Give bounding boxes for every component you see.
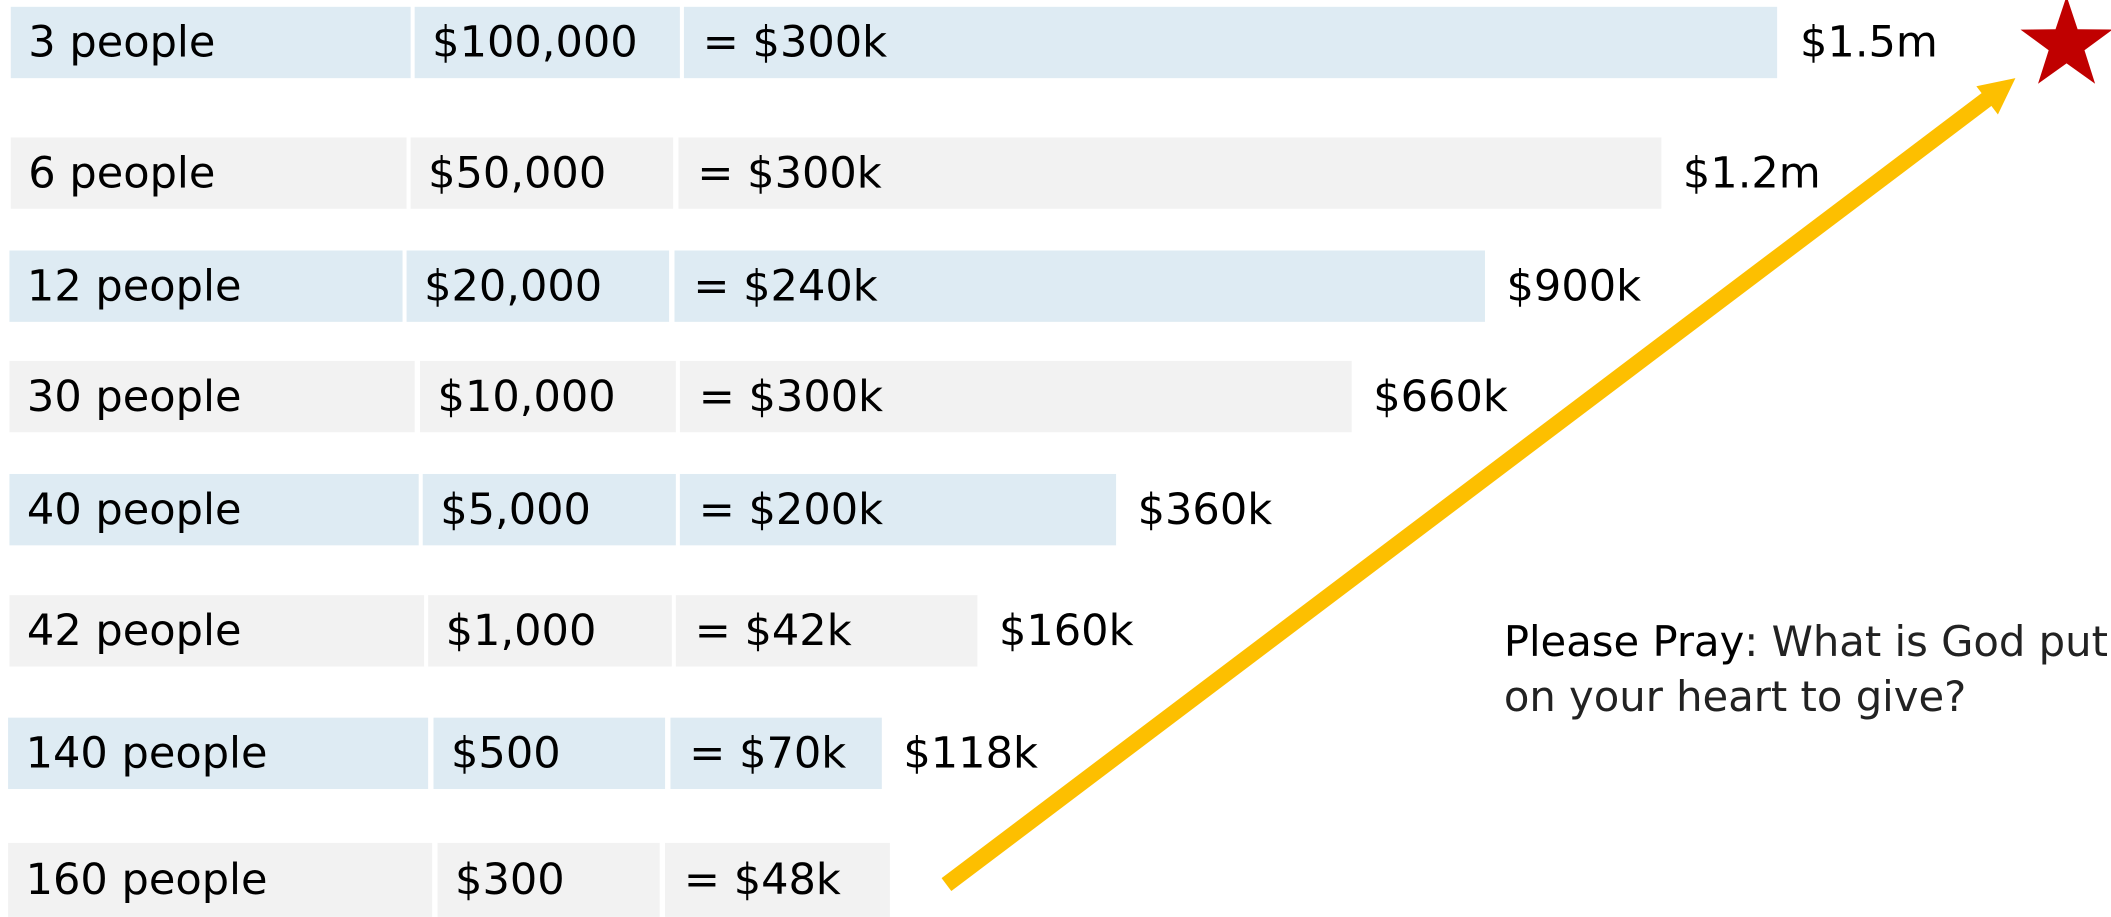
amount-cell — [420, 360, 676, 433]
people-label: 42 people — [27, 606, 242, 656]
total-label: = $300k — [703, 18, 887, 68]
cumulative-label: $360k — [1138, 485, 1273, 535]
cumulative-label: $660k — [1373, 372, 1508, 422]
amount-label: $100,000 — [432, 18, 638, 68]
amount-label: $5,000 — [440, 485, 591, 535]
total-label: = $200k — [699, 485, 883, 535]
cumulative-label: $1.2m — [1683, 148, 1821, 198]
people-cell — [10, 6, 411, 79]
people-label: 140 people — [26, 729, 268, 779]
people-cell — [9, 595, 425, 667]
total-cell — [675, 595, 978, 667]
amount-cell — [437, 842, 660, 917]
people-label: 3 people — [28, 18, 215, 68]
cumulative-label: $118k — [903, 729, 1038, 779]
people-cell — [9, 250, 403, 322]
total-cell — [678, 137, 1662, 209]
amount-label: $500 — [451, 729, 561, 779]
total-label: = $240k — [693, 261, 877, 311]
total-cell — [679, 473, 1117, 546]
amount-label: $300 — [455, 855, 565, 905]
amount-label: $20,000 — [424, 261, 602, 311]
people-label: 12 people — [27, 261, 242, 311]
total-label: = $300k — [697, 148, 881, 198]
people-label: 160 people — [26, 855, 268, 905]
total-cell — [683, 6, 1778, 79]
total-cell — [665, 842, 890, 917]
people-cell — [9, 360, 415, 433]
total-label: = $48k — [684, 855, 841, 905]
cumulative-label: $900k — [1507, 261, 1642, 311]
total-label: = $42k — [695, 606, 852, 656]
star — [2020, 0, 2111, 84]
people-cell — [10, 137, 407, 209]
people-cell — [8, 842, 433, 917]
note-emphasis: Please Pray — [1504, 617, 1744, 666]
amount-cell — [422, 473, 676, 546]
amount-cell — [433, 717, 666, 790]
amount-label: $10,000 — [438, 372, 616, 422]
total-cell — [679, 360, 1352, 433]
arrow-shaft — [941, 86, 2001, 892]
total-cell — [674, 250, 1485, 322]
people-cell — [9, 473, 419, 546]
amount-label: $1,000 — [446, 606, 597, 656]
note-line2: on your heart to give? — [1504, 672, 1966, 721]
cumulative-label: $1.5m — [1800, 18, 1938, 68]
amount-cell — [428, 595, 672, 667]
total-label: = $70k — [689, 729, 846, 779]
note-text: : What is God put — [1744, 617, 2108, 666]
total-cell — [670, 717, 882, 790]
amount-label: $50,000 — [428, 148, 606, 198]
amount-cell — [406, 250, 670, 322]
people-cell — [8, 717, 429, 790]
people-label: 30 people — [27, 372, 242, 422]
note-line1: Please Pray: What is God put — [1504, 617, 2108, 666]
people-label: 40 people — [27, 485, 242, 535]
total-label: = $300k — [699, 372, 883, 422]
amount-cell — [410, 137, 674, 209]
amount-cell — [414, 6, 680, 79]
people-label: 6 people — [28, 148, 215, 198]
arrow-head — [1976, 78, 2016, 115]
cumulative-label: $160k — [999, 606, 1134, 656]
